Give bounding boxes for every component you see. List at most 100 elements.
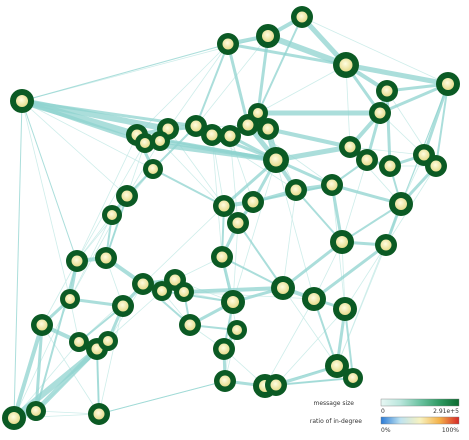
- node-n57[interactable]: [343, 368, 363, 388]
- node-n29[interactable]: [102, 205, 122, 225]
- node-core: [331, 360, 343, 372]
- node-core: [16, 95, 28, 107]
- node-core: [277, 282, 289, 294]
- node-n61[interactable]: [2, 406, 26, 430]
- node-core: [253, 108, 263, 118]
- node-n44[interactable]: [302, 287, 326, 311]
- node-n7[interactable]: [376, 80, 398, 102]
- node-n48[interactable]: [333, 297, 357, 321]
- node-n46[interactable]: [112, 295, 134, 317]
- node-n5[interactable]: [10, 89, 34, 113]
- node-core: [218, 200, 230, 212]
- node-core: [296, 11, 308, 23]
- node-n33[interactable]: [389, 192, 413, 216]
- node-core: [269, 153, 283, 167]
- faint-edge: [142, 205, 225, 285]
- node-n13[interactable]: [185, 115, 207, 137]
- node-n54[interactable]: [98, 331, 118, 351]
- legend-ratio-gradient: [380, 416, 460, 425]
- edge-n6-n25: [435, 83, 449, 167]
- node-n50[interactable]: [179, 314, 201, 336]
- legend-size-gradient: [380, 398, 460, 407]
- node-core: [190, 120, 202, 132]
- edge-n5-n61: [13, 100, 23, 419]
- node-n18[interactable]: [257, 118, 279, 140]
- node-core: [308, 293, 320, 305]
- node-n28[interactable]: [116, 185, 138, 207]
- node-n42[interactable]: [174, 282, 194, 302]
- node-n31[interactable]: [242, 191, 264, 213]
- node-core: [117, 300, 129, 312]
- node-n52[interactable]: [69, 332, 89, 352]
- faint-edge: [282, 287, 338, 367]
- faint-edge: [211, 134, 223, 258]
- node-n6[interactable]: [436, 72, 460, 96]
- node-n56[interactable]: [325, 354, 349, 378]
- edge-n36-n62: [35, 260, 78, 412]
- faint-edge: [195, 35, 269, 127]
- edge-n18-n21: [266, 127, 352, 149]
- edge-n6-n8: [378, 82, 450, 115]
- node-core: [336, 236, 348, 248]
- node-n63[interactable]: [88, 403, 110, 425]
- node-n3[interactable]: [256, 24, 280, 48]
- node-core: [157, 286, 167, 296]
- node-n51[interactable]: [227, 320, 247, 340]
- node-n27[interactable]: [321, 174, 343, 196]
- node-n55[interactable]: [213, 338, 235, 360]
- faint-edge: [345, 64, 351, 148]
- node-n32[interactable]: [227, 212, 249, 234]
- node-core: [374, 107, 386, 119]
- node-core: [169, 274, 181, 286]
- legend-ratio-min: 0%: [381, 427, 391, 434]
- node-n23[interactable]: [379, 155, 401, 177]
- node-n38[interactable]: [211, 246, 233, 268]
- node-n1[interactable]: [291, 6, 313, 28]
- node-n12[interactable]: [150, 131, 170, 151]
- edge-n6-n24: [422, 82, 450, 157]
- edge-n3-n4: [265, 33, 349, 68]
- node-n4[interactable]: [333, 52, 359, 78]
- node-core: [8, 412, 20, 424]
- node-core: [31, 406, 41, 416]
- node-n60[interactable]: [265, 374, 287, 396]
- node-n8[interactable]: [369, 102, 391, 124]
- node-n15[interactable]: [219, 125, 241, 147]
- node-core: [430, 160, 442, 172]
- legend-size-max: 2.91e+5: [433, 408, 459, 415]
- node-n58[interactable]: [214, 370, 236, 392]
- node-n14[interactable]: [201, 124, 223, 146]
- node-n20[interactable]: [263, 147, 289, 173]
- node-n19[interactable]: [143, 159, 163, 179]
- faint-edge: [21, 100, 128, 197]
- node-core: [103, 336, 113, 346]
- node-n2[interactable]: [217, 33, 239, 55]
- node-n49[interactable]: [31, 314, 53, 336]
- node-n62[interactable]: [26, 401, 46, 421]
- node-n47[interactable]: [221, 290, 245, 314]
- node-n36[interactable]: [66, 250, 88, 272]
- node-n17[interactable]: [248, 103, 268, 123]
- node-n45[interactable]: [60, 289, 80, 309]
- node-n43[interactable]: [271, 276, 295, 300]
- node-n22[interactable]: [356, 149, 378, 171]
- node-n21[interactable]: [339, 136, 361, 158]
- node-n30[interactable]: [213, 195, 235, 217]
- node-n39[interactable]: [132, 273, 154, 295]
- node-core: [206, 129, 218, 141]
- node-n10[interactable]: [135, 133, 155, 153]
- node-n26[interactable]: [285, 179, 307, 201]
- faint-edge: [41, 260, 78, 326]
- node-n25[interactable]: [425, 155, 447, 177]
- node-core: [339, 303, 351, 315]
- node-n37[interactable]: [95, 247, 117, 269]
- edge-n6-n33: [400, 83, 449, 205]
- legend-size-min: 0: [381, 408, 385, 415]
- node-core: [380, 239, 392, 251]
- legend-size-title: message size: [313, 400, 354, 407]
- node-n35[interactable]: [375, 234, 397, 256]
- node-core: [339, 58, 353, 72]
- node-core: [74, 337, 84, 347]
- node-n34[interactable]: [330, 230, 354, 254]
- faint-edge: [349, 146, 425, 156]
